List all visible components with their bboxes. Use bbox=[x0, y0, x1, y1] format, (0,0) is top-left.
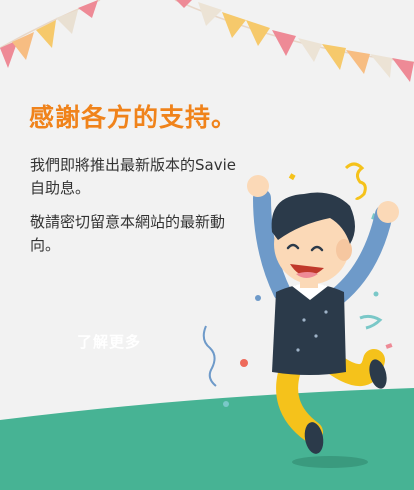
learn-more-button[interactable]: 了解更多 bbox=[73, 329, 145, 354]
bunting-flags-left bbox=[0, 0, 101, 68]
follow-updates-text: 敬請密切留意本網站的最新動向。 bbox=[30, 213, 226, 254]
bunting-flags-right bbox=[174, 0, 414, 82]
headline: 感謝各方的支持。 bbox=[29, 103, 238, 132]
celebrating-man bbox=[247, 175, 399, 454]
ground-shape bbox=[0, 388, 414, 490]
announcement-text: 我們即將推出最新版本的Savie自助息。 bbox=[30, 156, 236, 197]
shadow bbox=[292, 456, 368, 468]
confetti bbox=[202, 162, 393, 407]
